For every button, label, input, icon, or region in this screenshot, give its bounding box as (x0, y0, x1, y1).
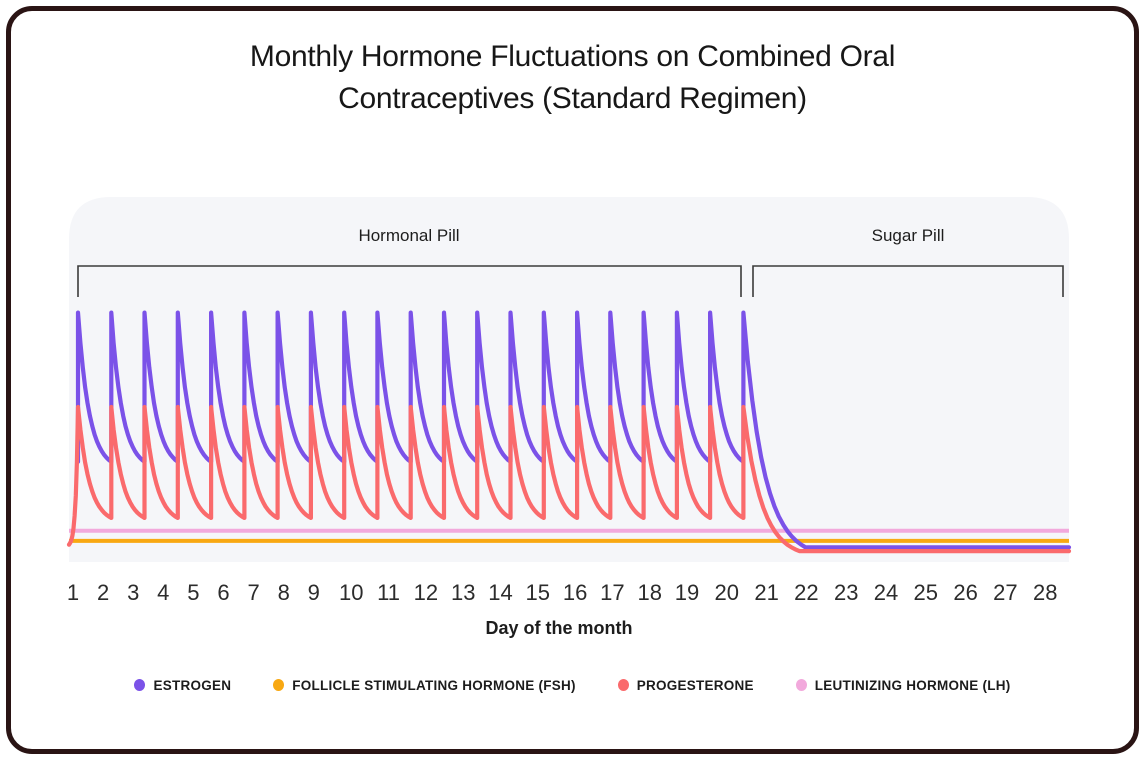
x-tick-label: 27 (993, 580, 1017, 605)
x-tick-label: 19 (675, 580, 699, 605)
legend-swatch-lh (795, 679, 807, 691)
legend-swatch-progesterone (617, 679, 629, 691)
phase-label-hormonal-pill: Hormonal Pill (358, 226, 460, 245)
phase-label-sugar-pill: Sugar Pill (871, 226, 945, 245)
legend-item-lh: LEUTINIZING HORMONE (LH) (795, 677, 1011, 693)
x-tick-label: 3 (127, 580, 139, 605)
chart-title-line-1: Monthly Hormone Fluctuations on Combined… (249, 40, 896, 73)
x-tick-label: 9 (308, 580, 320, 605)
bracket-sugar-pill (752, 265, 1064, 297)
x-tick-label: 24 (874, 580, 898, 605)
bracket-hormonal-pill (77, 265, 742, 297)
x-tick-label: 26 (953, 580, 977, 605)
x-tick-label: 14 (488, 580, 512, 605)
x-tick-label: 8 (278, 580, 290, 605)
series-line-progesterone (66, 404, 1072, 554)
legend-label: FOLLICLE STIMULATING HORMONE (FSH) (292, 677, 576, 693)
legend: ESTROGEN FOLLICLE STIMULATING HORMONE (FS… (0, 671, 1145, 699)
x-tick-label: 23 (834, 580, 858, 605)
x-tick-label: 15 (526, 580, 550, 605)
x-tick-label: 5 (187, 580, 199, 605)
x-tick-label: 6 (217, 580, 229, 605)
x-tick-label: 18 (637, 580, 661, 605)
x-tick-label: 25 (914, 580, 938, 605)
x-tick-label: 22 (794, 580, 818, 605)
x-tick-label: 28 (1033, 580, 1057, 605)
legend-item-progesterone: PROGESTERONE (617, 677, 754, 693)
x-tick-label: 21 (754, 580, 778, 605)
x-tick-label: 2 (97, 580, 109, 605)
x-tick-label: 7 (247, 580, 259, 605)
x-tick-label: 4 (157, 580, 169, 605)
x-axis-title: Day of the month (485, 618, 633, 638)
legend-swatch-fsh (273, 679, 285, 691)
chart-title-line-2: Contraceptives (Standard Regimen) (338, 82, 807, 115)
legend-swatch-estrogen (134, 679, 146, 691)
x-tick-label: 17 (600, 580, 624, 605)
series-line-estrogen (75, 310, 1072, 550)
x-tick-label: 11 (377, 580, 400, 605)
legend-item-fsh: FOLLICLE STIMULATING HORMONE (FSH) (273, 678, 575, 693)
chart-title: Monthly Hormone Fluctuations on Combined… (0, 36, 1145, 120)
legend-label: PROGESTERONE (636, 677, 754, 693)
x-tick-label: 16 (563, 580, 587, 605)
x-tick-label: 20 (715, 580, 739, 605)
legend-item-estrogen: ESTROGEN (134, 678, 231, 693)
legend-label: LEUTINIZING HORMONE (LH) (814, 677, 1011, 693)
x-tick-label: 12 (414, 580, 438, 605)
x-tick-label: 13 (451, 580, 475, 605)
x-tick-label: 1 (67, 580, 79, 605)
legend-label: ESTROGEN (153, 677, 232, 693)
x-tick-label: 10 (339, 580, 363, 605)
